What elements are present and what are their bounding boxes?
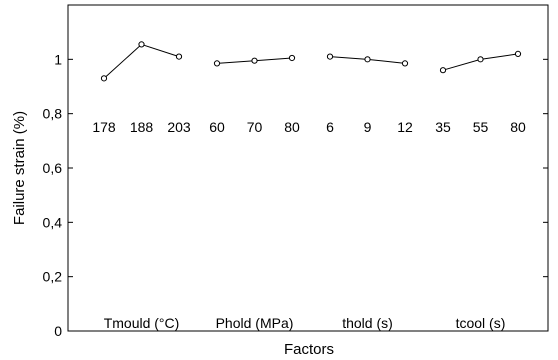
level-label: 80 xyxy=(510,119,526,135)
level-label: 9 xyxy=(364,119,372,135)
y-tick-label: 0,8 xyxy=(43,106,63,122)
data-point xyxy=(138,41,145,48)
factor-name-label: thold (s) xyxy=(342,315,393,331)
factor-groups: 178 188 203 Tmould (°C) 60 70 80 Phold (MPa) 6 9 1… xyxy=(92,41,526,331)
y-tick-label: 1 xyxy=(54,51,62,67)
factor-group: 178 188 203 Tmould (°C) xyxy=(92,41,191,331)
level-label: 203 xyxy=(167,119,191,135)
factor-group: 60 70 80 Phold (MPa) xyxy=(209,54,300,331)
factor-group: 35 55 80 tcool (s) xyxy=(435,50,526,331)
level-label: 6 xyxy=(326,119,334,135)
factor-group: 6 9 12 thold (s) xyxy=(326,53,413,331)
data-point xyxy=(401,60,409,67)
level-label: 178 xyxy=(92,119,116,135)
plot-frame xyxy=(67,4,549,332)
level-label: 60 xyxy=(209,119,225,135)
y-tick-label: 0 xyxy=(54,323,62,339)
level-label: 35 xyxy=(435,119,451,135)
data-point xyxy=(514,50,522,58)
data-point xyxy=(251,57,258,64)
level-label: 80 xyxy=(284,119,300,135)
data-point xyxy=(364,56,371,63)
y-axis-label: Failure strain (%) xyxy=(11,111,28,225)
series-line xyxy=(103,43,180,79)
y-axis: 0 0,2 0,4 0,6 0,8 1 xyxy=(43,51,548,339)
level-label: 188 xyxy=(130,119,154,135)
factor-name-label: tcool (s) xyxy=(456,315,506,331)
data-point xyxy=(326,53,334,60)
level-label: 70 xyxy=(247,119,263,135)
data-point xyxy=(288,54,296,62)
y-tick-label: 0,2 xyxy=(43,269,63,285)
data-point xyxy=(175,53,183,60)
data-point xyxy=(477,56,484,63)
x-axis-label: Factors xyxy=(284,341,334,358)
data-point xyxy=(213,60,221,67)
y-tick-label: 0,4 xyxy=(43,214,63,230)
factor-name-label: Tmould (°C) xyxy=(104,315,180,331)
factor-name-label: Phold (MPa) xyxy=(216,315,294,331)
data-point xyxy=(439,67,447,74)
level-label: 55 xyxy=(473,119,489,135)
data-point xyxy=(100,75,108,82)
y-tick-label: 0,6 xyxy=(43,160,63,176)
level-label: 12 xyxy=(397,119,413,135)
